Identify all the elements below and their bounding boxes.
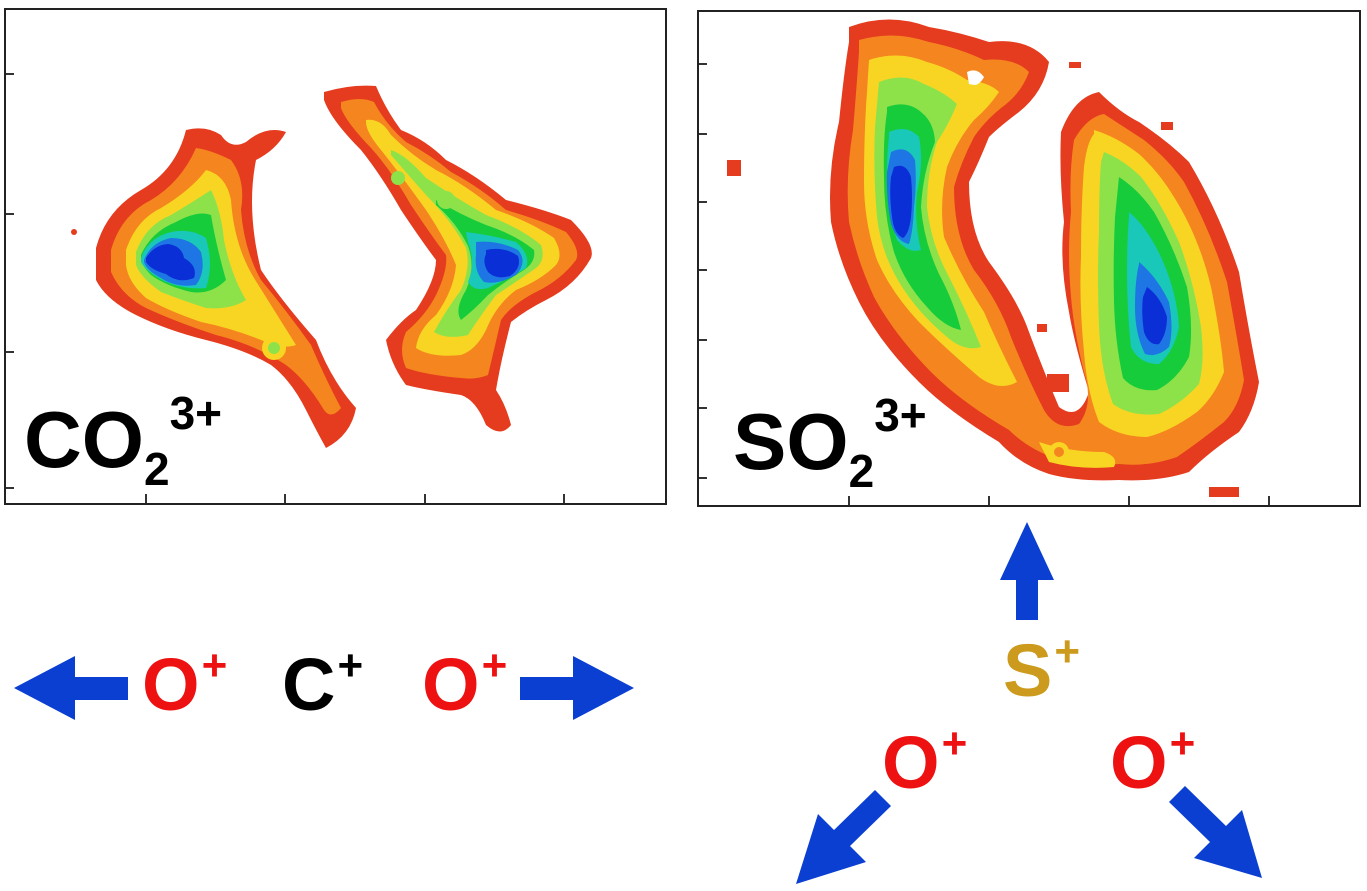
so2-formula-charge: 3+ [874, 389, 927, 441]
so2-density-map [699, 19, 1270, 505]
so2-sulfur-ion: S+ [1003, 630, 1080, 708]
so2-left-oxygen-ion: O+ [882, 722, 967, 800]
left-arrow-icon [14, 656, 128, 720]
co2-formula-label: CO23+ [24, 390, 222, 492]
so2-formula-subscript: 2 [848, 445, 875, 497]
so2-tick-marks [699, 63, 1270, 505]
co2-left-lobe [71, 128, 356, 448]
ion-charge: + [1054, 627, 1081, 676]
co2-carbon-ion: C+ [282, 644, 363, 722]
ion-symbol: O [1110, 721, 1168, 804]
so2-formula-base: SO [733, 397, 849, 486]
ion-charge: + [481, 641, 508, 690]
ion-charge: + [941, 719, 968, 768]
so2-right-oxygen-ion: O+ [1110, 722, 1195, 800]
co2-density-map [6, 73, 592, 503]
ion-charge: + [337, 641, 364, 690]
co2-left-oxygen-ion: O+ [142, 644, 227, 722]
ion-symbol: O [882, 721, 940, 804]
co2-formula-base: CO [24, 395, 144, 484]
up-arrow-icon [1000, 522, 1054, 620]
ion-symbol: O [422, 643, 480, 726]
so2-density-plot: SO23+ [697, 10, 1361, 507]
co2-right-lobe [324, 85, 592, 432]
down-left-arrow-icon [796, 790, 891, 884]
ion-charge: + [201, 641, 228, 690]
ion-symbol: O [142, 643, 200, 726]
down-right-arrow-icon [1169, 786, 1262, 878]
so2-formula-label: SO23+ [733, 392, 927, 494]
co2-formula-subscript: 2 [144, 443, 170, 495]
co2-formula-charge: 3+ [169, 387, 223, 439]
ion-symbol: S [1003, 629, 1053, 712]
co2-density-plot: CO23+ [4, 8, 667, 505]
ion-symbol: C [282, 643, 336, 726]
co2-tick-marks [6, 73, 565, 503]
right-arrow-icon [520, 656, 634, 720]
co2-right-oxygen-ion: O+ [422, 644, 507, 722]
ion-charge: + [1169, 719, 1196, 768]
so2-density-shape [727, 19, 1259, 497]
